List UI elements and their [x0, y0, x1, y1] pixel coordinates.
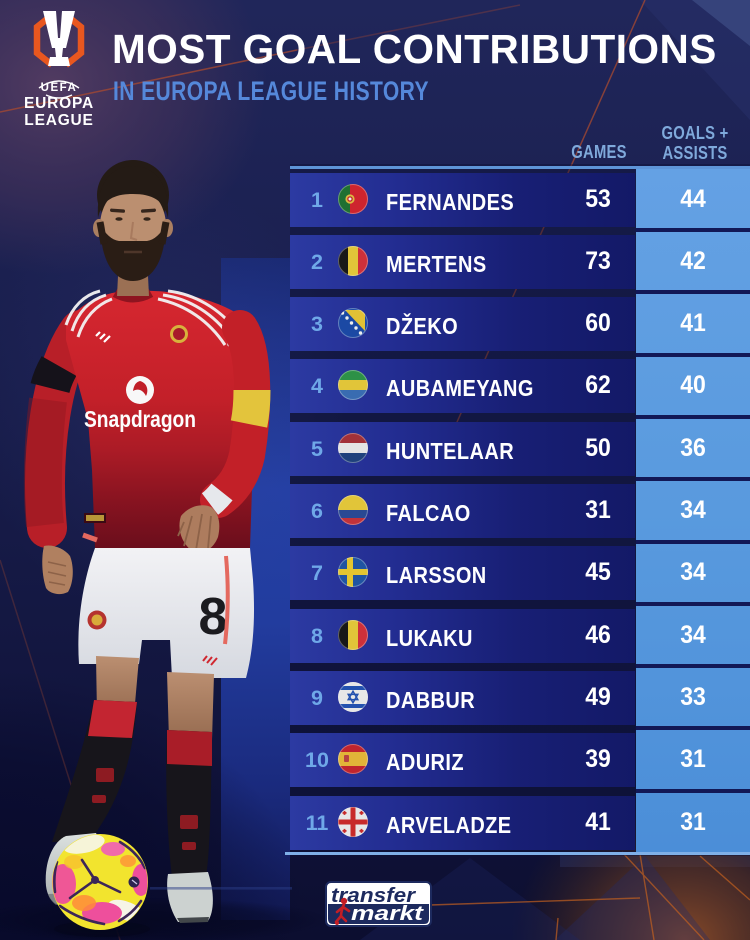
svg-text:Snapdragon: Snapdragon: [84, 406, 196, 432]
svg-text:LEAGUE: LEAGUE: [24, 112, 93, 129]
svg-text:transfer: transfer: [331, 885, 416, 907]
svg-text:markt: markt: [351, 903, 425, 925]
svg-text:8: 8: [199, 588, 228, 646]
svg-text:EUROPA: EUROPA: [24, 95, 94, 112]
svg-text:UEFA: UEFA: [41, 82, 78, 94]
